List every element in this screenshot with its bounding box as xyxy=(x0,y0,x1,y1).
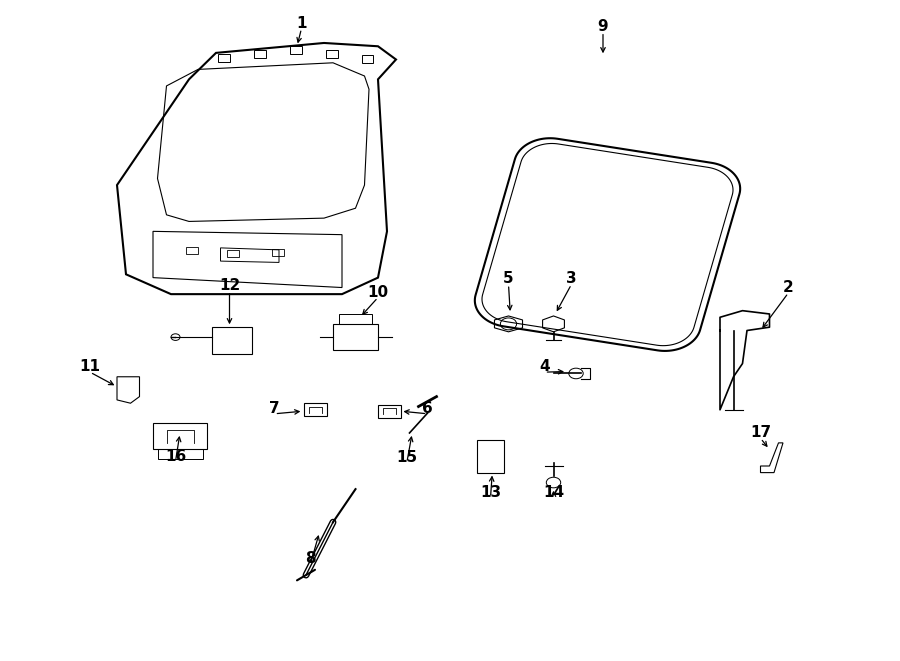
Bar xyxy=(272,249,284,256)
Bar xyxy=(304,403,327,416)
Bar xyxy=(186,247,198,254)
Bar xyxy=(378,405,400,418)
Text: 16: 16 xyxy=(165,449,186,463)
Bar xyxy=(158,449,202,459)
Text: 14: 14 xyxy=(543,485,564,500)
Text: 13: 13 xyxy=(480,485,501,500)
Bar xyxy=(362,55,374,63)
Text: 5: 5 xyxy=(503,272,514,286)
Text: 3: 3 xyxy=(566,272,577,286)
Text: 10: 10 xyxy=(367,285,389,299)
Text: 7: 7 xyxy=(269,401,280,416)
Text: 15: 15 xyxy=(396,450,418,465)
Bar xyxy=(227,250,239,257)
Bar xyxy=(290,46,302,54)
Text: 9: 9 xyxy=(598,19,608,34)
Bar xyxy=(153,423,207,449)
Text: 8: 8 xyxy=(305,551,316,566)
Text: 12: 12 xyxy=(219,278,240,293)
Text: 4: 4 xyxy=(539,360,550,374)
Text: 6: 6 xyxy=(422,401,433,416)
Bar xyxy=(218,54,230,62)
Bar xyxy=(326,50,338,58)
Bar xyxy=(333,324,378,350)
Text: 17: 17 xyxy=(750,426,771,440)
Text: 2: 2 xyxy=(783,280,794,295)
Bar xyxy=(212,327,252,354)
Bar xyxy=(339,314,372,324)
Text: 1: 1 xyxy=(296,16,307,30)
Bar xyxy=(254,50,266,58)
Bar xyxy=(477,440,504,473)
Text: 11: 11 xyxy=(79,360,101,374)
